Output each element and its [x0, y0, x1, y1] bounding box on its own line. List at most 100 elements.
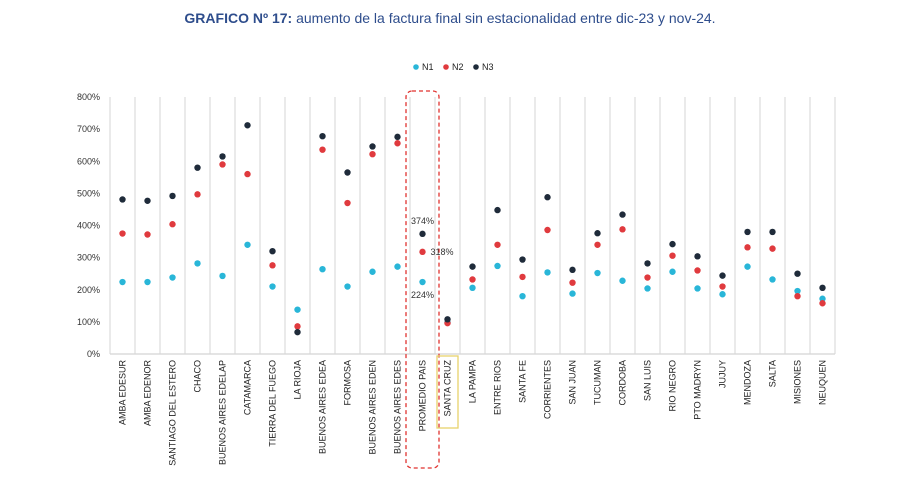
- data-point-n3: [769, 228, 776, 236]
- data-point-n1: [219, 272, 226, 280]
- y-tick-label: 600%: [77, 156, 100, 166]
- x-tick-label: FORMOSA: [343, 360, 353, 406]
- data-point-n3: [744, 228, 751, 236]
- data-point-n1: [494, 262, 501, 270]
- data-point-n1: [744, 263, 751, 270]
- data-point-n3: [169, 192, 176, 200]
- x-tick-label: BUENOS AIRES EDES: [393, 360, 403, 454]
- data-point-n2: [494, 241, 501, 248]
- data-point-n2: [119, 230, 126, 237]
- data-point-n2: [519, 273, 526, 281]
- data-point-n3: [669, 240, 676, 248]
- y-tick-label: 0%: [87, 349, 100, 359]
- data-point-n3: [619, 211, 626, 218]
- x-tick-label: CHACO: [193, 360, 203, 393]
- data-point-n2: [294, 323, 301, 330]
- data-point-n2: [544, 226, 551, 234]
- x-tick-label: BUENOS AIRES EDEA: [318, 360, 328, 454]
- data-point-n1: [194, 260, 201, 267]
- data-point-n1: [594, 269, 601, 277]
- data-point-n3: [269, 248, 276, 255]
- santa-cruz-highlight: [436, 355, 459, 429]
- x-tick-label: AMBA EDESUR: [118, 360, 128, 426]
- data-point-n1: [119, 278, 126, 286]
- x-tick-label: SANTA FE: [518, 360, 528, 403]
- y-tick-label: 700%: [77, 124, 100, 134]
- data-point-n2: [744, 244, 751, 251]
- data-point-n2: [594, 241, 601, 248]
- data-point-n2: [669, 252, 676, 259]
- data-point-n2: [819, 300, 826, 307]
- data-point-n3: [419, 230, 426, 238]
- data-point-n2: [269, 262, 276, 269]
- data-point-n2: [619, 226, 626, 233]
- data-point-n3: [819, 284, 826, 292]
- data-point-n1: [644, 285, 651, 292]
- data-point-n1: [519, 292, 526, 300]
- data-point-n2: [394, 140, 401, 147]
- chart-title: GRAFICO Nº 17: aumento de la factura fin…: [0, 10, 900, 26]
- data-point-n3: [594, 230, 601, 237]
- data-point-n1: [769, 276, 776, 283]
- y-tick-label: 200%: [77, 285, 100, 295]
- x-tick-label: LA RIOJA: [293, 360, 303, 400]
- legend-marker-n3: [473, 64, 479, 70]
- x-tick-label: SANTIAGO DEL ESTERO: [168, 360, 178, 466]
- data-point-n3: [644, 260, 651, 267]
- legend-marker-n1: [413, 64, 419, 70]
- data-point-n2: [344, 199, 351, 207]
- x-tick-label: BUENOS AIRES EDELAP: [218, 360, 228, 465]
- x-tick-label: SAN LUIS: [643, 360, 653, 401]
- x-tick-label: PTO MADRYN: [693, 360, 703, 420]
- x-tick-label: CORDOBA: [618, 360, 628, 406]
- chart-title-bold: GRAFICO Nº 17:: [184, 10, 293, 26]
- y-tick-label: 800%: [77, 92, 100, 102]
- data-point-n3: [394, 133, 401, 141]
- y-tick-label: 500%: [77, 188, 100, 198]
- data-point-n3: [144, 197, 151, 204]
- data-point-n3: [219, 153, 226, 160]
- x-tick-label: PROMEDIO PAIS: [418, 360, 428, 431]
- data-point-n1: [569, 290, 576, 297]
- data-point-n3: [694, 253, 701, 260]
- data-point-n2: [419, 248, 426, 256]
- legend-label-n3: N3: [482, 62, 494, 72]
- data-point-n1: [669, 268, 676, 275]
- x-tick-label: JUJUY: [718, 360, 728, 388]
- data-point-n3: [294, 328, 301, 336]
- x-tick-label: NEUQUEN: [818, 360, 828, 405]
- legend-marker-n2: [443, 64, 449, 70]
- data-point-n3: [569, 266, 576, 274]
- y-tick-label: 400%: [77, 221, 100, 231]
- data-point-n1: [369, 268, 376, 275]
- legend-label-n2: N2: [452, 62, 464, 72]
- x-tick-label: RIO NEGRO: [668, 360, 678, 412]
- data-point-n1: [244, 241, 251, 248]
- x-tick-label: ENTRE RIOS: [493, 360, 503, 415]
- x-tick-label: TUCUMAN: [593, 360, 603, 405]
- y-tick-label: 100%: [77, 317, 100, 327]
- data-point-n1: [294, 306, 301, 313]
- data-point-n3: [544, 194, 551, 201]
- x-tick-label: SALTA: [768, 360, 778, 387]
- data-point-n2: [719, 283, 726, 290]
- legend-label-n1: N1: [422, 62, 434, 72]
- data-point-n1: [619, 277, 626, 284]
- data-point-n1: [819, 295, 826, 302]
- data-point-n2: [244, 170, 251, 178]
- data-point-n3: [319, 132, 326, 140]
- data-point-n1: [544, 269, 551, 276]
- data-point-n2: [144, 231, 151, 238]
- data-point-n2: [569, 279, 576, 286]
- x-tick-label: AMBA EDENOR: [143, 360, 153, 427]
- data-point-n2: [469, 276, 476, 283]
- data-point-n3: [369, 143, 376, 150]
- data-label-n2: 318%: [431, 247, 454, 257]
- x-tick-label: LA PAMPA: [468, 360, 478, 403]
- data-point-n1: [719, 291, 726, 298]
- data-point-n1: [144, 278, 151, 286]
- data-point-n2: [794, 292, 801, 300]
- data-label-n3: 374%: [411, 216, 434, 226]
